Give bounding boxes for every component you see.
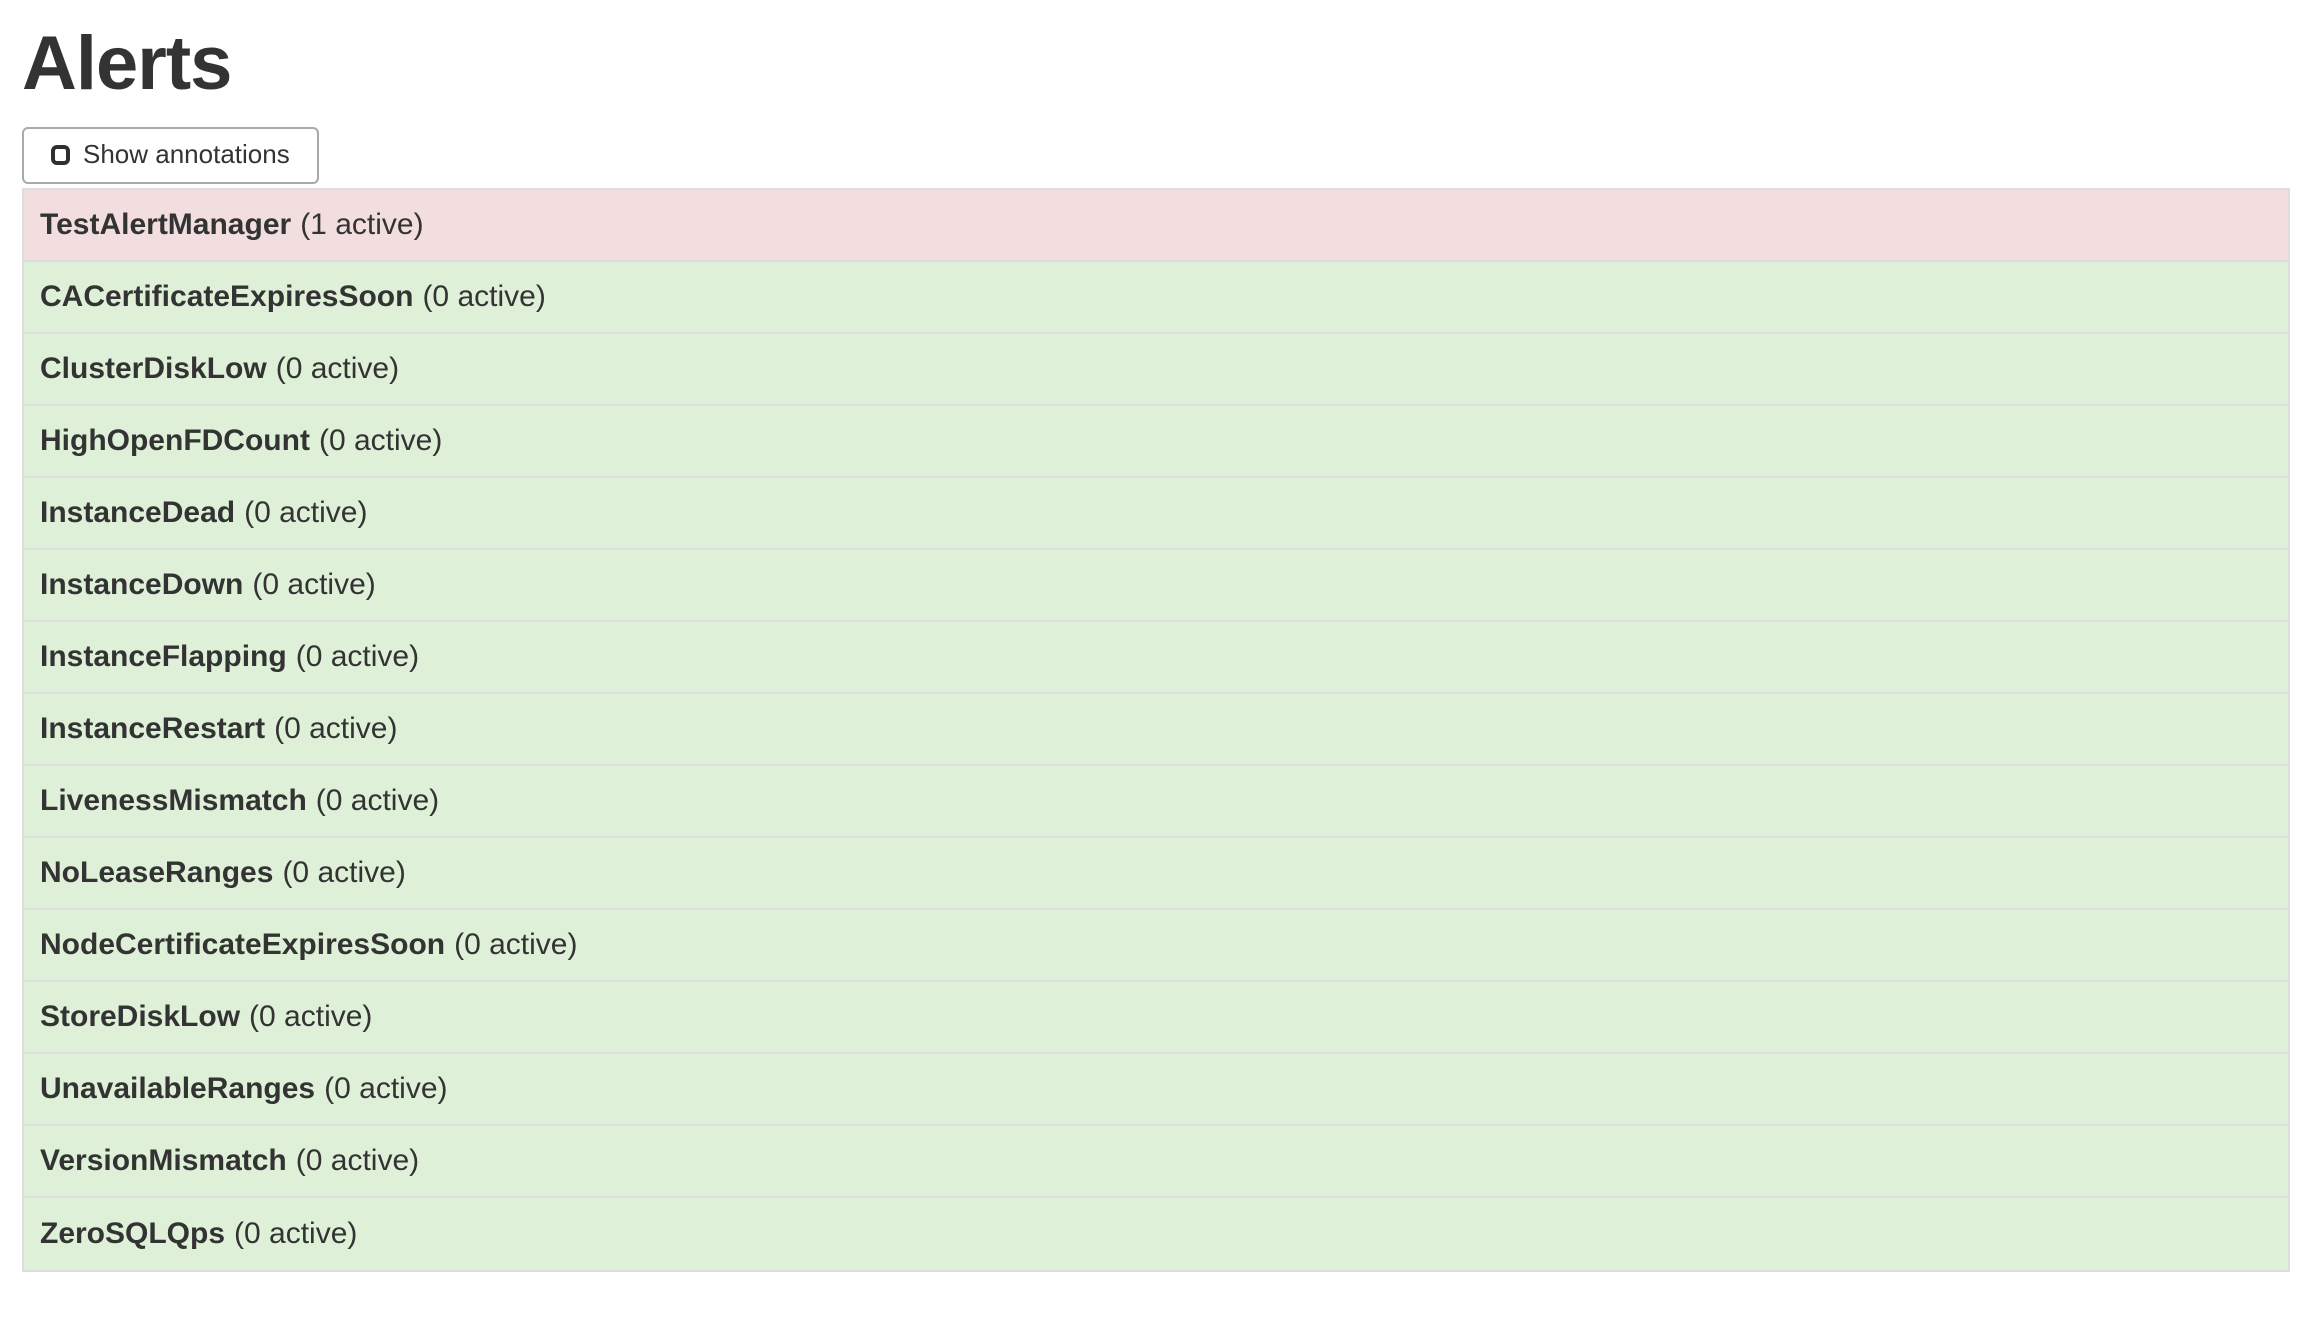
alert-active-count: (0 active) (275, 351, 400, 385)
alerts-list: TestAlertManager (1 active) CACertificat… (22, 187, 2290, 1272)
alert-active-count: (1 active) (300, 207, 424, 241)
alert-row[interactable]: InstanceDown (0 active) (24, 549, 2288, 622)
alert-name: StoreDiskLow (40, 999, 241, 1033)
alert-row[interactable]: ClusterDiskLow (0 active) (24, 333, 2288, 406)
alert-name: HighOpenFDCount (40, 423, 310, 457)
alert-row[interactable]: LivenessMismatch (0 active) (24, 765, 2288, 838)
alert-active-count: (0 active) (282, 855, 406, 889)
alert-row[interactable]: CACertificateExpiresSoon (0 active) (24, 261, 2288, 334)
alert-name: NodeCertificateExpiresSoon (40, 927, 446, 961)
alert-row[interactable]: HighOpenFDCount (0 active) (24, 405, 2288, 478)
alert-active-count: (0 active) (234, 1216, 358, 1250)
checkbox-unchecked-icon (51, 145, 70, 166)
alert-name: UnavailableRanges (40, 1071, 316, 1105)
alert-active-count: (0 active) (252, 567, 376, 601)
alert-active-count: (0 active) (244, 495, 368, 529)
alert-name: NoLeaseRanges (40, 855, 274, 889)
alert-active-count: (0 active) (315, 783, 440, 817)
alert-name: InstanceRestart (40, 711, 266, 745)
alert-name: LivenessMismatch (40, 783, 307, 817)
alert-name: ZeroSQLQps (40, 1216, 226, 1250)
alert-active-count: (0 active) (295, 639, 420, 673)
alert-row[interactable]: TestAlertManager (1 active) (24, 189, 2288, 262)
alert-name: CACertificateExpiresSoon (40, 279, 414, 313)
alert-row[interactable]: InstanceRestart (0 active) (24, 693, 2288, 766)
alert-row[interactable]: NoLeaseRanges (0 active) (24, 837, 2288, 910)
alert-row[interactable]: StoreDiskLow (0 active) (24, 981, 2288, 1054)
page-title: Alerts (22, 21, 232, 106)
alert-name: InstanceDown (40, 567, 244, 601)
alert-row[interactable]: InstanceDead (0 active) (24, 477, 2288, 550)
alert-name: InstanceDead (40, 495, 236, 529)
alert-active-count: (0 active) (318, 423, 443, 457)
alert-active-count: (0 active) (249, 999, 373, 1033)
alert-row[interactable]: UnavailableRanges (0 active) (24, 1053, 2288, 1126)
alert-row[interactable]: InstanceFlapping (0 active) (24, 621, 2288, 694)
show-annotations-label: Show annotations (83, 138, 290, 169)
alert-row[interactable]: NodeCertificateExpiresSoon (0 active) (24, 909, 2288, 982)
alert-active-count: (0 active) (324, 1071, 448, 1105)
alert-row[interactable]: ZeroSQLQps (0 active) (24, 1197, 2288, 1270)
alerts-page: Alerts Show annotations TestAlertManager… (0, 22, 2312, 1272)
alert-name: VersionMismatch (40, 1143, 287, 1177)
alert-active-count: (0 active) (295, 1143, 420, 1177)
show-annotations-button[interactable]: Show annotations (22, 126, 319, 184)
alert-name: TestAlertManager (40, 207, 292, 241)
alert-name: InstanceFlapping (40, 639, 287, 673)
alert-active-count: (0 active) (454, 927, 578, 961)
alert-row[interactable]: VersionMismatch (0 active) (24, 1125, 2288, 1198)
alert-name: ClusterDiskLow (40, 351, 267, 385)
alert-active-count: (0 active) (422, 279, 546, 313)
alert-active-count: (0 active) (274, 711, 398, 745)
